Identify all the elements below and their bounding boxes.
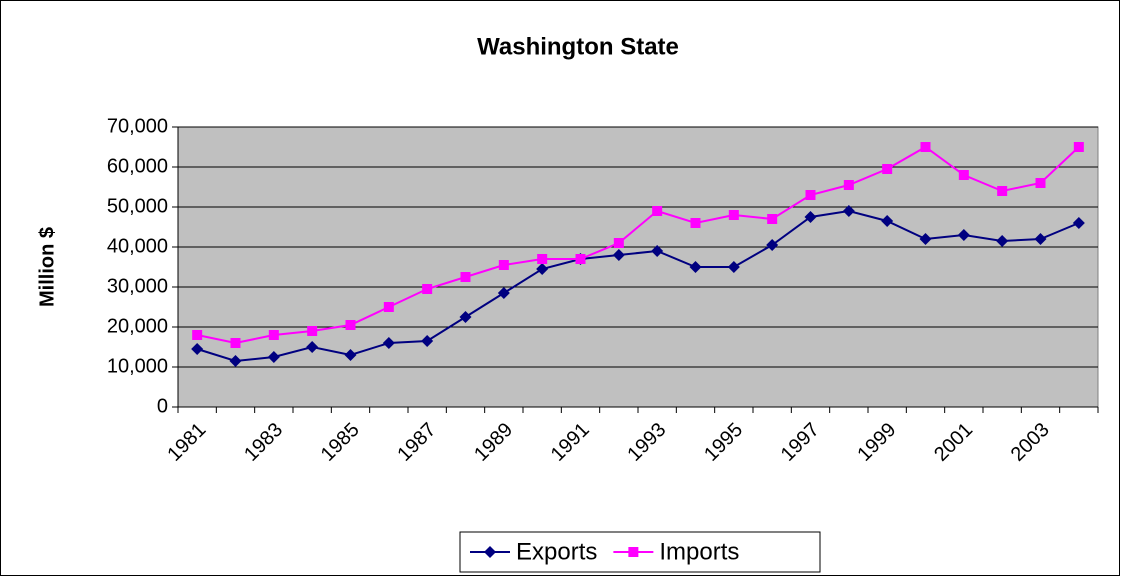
legend-marker xyxy=(484,546,496,558)
y-tick-label: 10,000 xyxy=(107,355,168,377)
y-tick-label: 30,000 xyxy=(107,275,168,297)
data-point xyxy=(575,254,586,264)
data-point xyxy=(498,260,509,270)
data-point xyxy=(421,335,434,347)
data-point xyxy=(1072,217,1085,229)
y-tick-label: 0 xyxy=(157,395,168,417)
data-point xyxy=(996,235,1009,247)
data-point xyxy=(230,338,241,348)
data-point xyxy=(536,263,549,275)
data-point xyxy=(689,261,702,273)
data-point xyxy=(192,330,203,340)
y-tick-label: 50,000 xyxy=(107,195,168,217)
data-point xyxy=(766,239,779,251)
data-point xyxy=(958,170,969,180)
data-point xyxy=(422,284,433,294)
data-point xyxy=(919,233,932,245)
data-point xyxy=(268,330,279,340)
data-point xyxy=(920,142,931,152)
chart-title: Washington State xyxy=(477,33,679,60)
data-point xyxy=(383,302,394,312)
data-point xyxy=(842,205,855,217)
data-point xyxy=(690,218,701,228)
data-point xyxy=(1034,233,1047,245)
y-tick-label: 60,000 xyxy=(107,155,168,177)
legend-marker xyxy=(628,547,639,557)
data-point xyxy=(1073,142,1084,152)
y-tick-label: 70,000 xyxy=(107,115,168,137)
legend-label: Imports xyxy=(659,538,739,565)
data-point xyxy=(191,343,204,355)
data-point xyxy=(306,341,319,353)
data-point xyxy=(267,351,280,363)
data-point xyxy=(652,206,663,216)
data-point xyxy=(344,349,357,361)
data-point xyxy=(1035,178,1046,188)
y-axis-label: Million $ xyxy=(36,227,58,307)
data-point xyxy=(229,355,242,367)
data-point xyxy=(727,261,740,273)
legend-label: Exports xyxy=(516,538,597,565)
data-point xyxy=(537,254,548,264)
data-point xyxy=(882,164,893,174)
series-line xyxy=(196,145,1080,345)
data-point xyxy=(728,210,739,220)
data-point xyxy=(460,272,471,282)
data-point xyxy=(997,186,1008,196)
data-point xyxy=(612,249,625,261)
data-point xyxy=(651,245,664,257)
data-point xyxy=(459,311,472,323)
data-point xyxy=(307,326,318,336)
data-point xyxy=(345,320,356,330)
data-point xyxy=(881,215,894,227)
data-point xyxy=(957,229,970,241)
data-point xyxy=(804,211,817,223)
data-point xyxy=(382,337,395,349)
data-point xyxy=(767,214,778,224)
plot-area xyxy=(177,126,1099,408)
data-point xyxy=(613,238,624,248)
data-point xyxy=(497,287,510,299)
y-tick-label: 40,000 xyxy=(107,235,168,257)
data-point xyxy=(843,180,854,190)
data-point xyxy=(805,190,816,200)
series-line xyxy=(196,209,1080,363)
y-tick-label: 20,000 xyxy=(107,315,168,337)
